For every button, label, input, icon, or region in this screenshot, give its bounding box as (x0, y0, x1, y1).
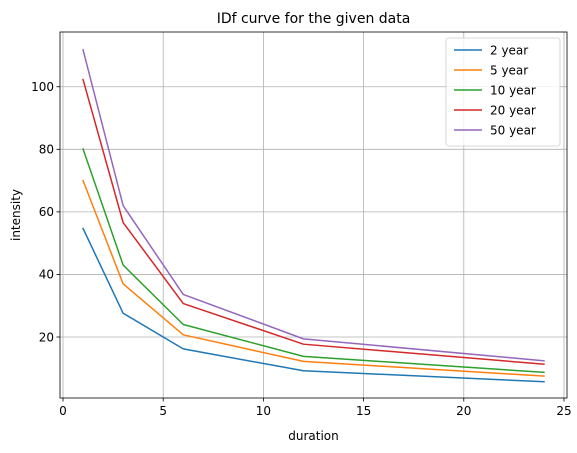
y-tick-label: 20 (39, 330, 54, 344)
legend-label: 50 year (490, 123, 536, 137)
x-tick-label: 5 (159, 404, 167, 418)
legend-label: 10 year (490, 83, 536, 97)
x-tick-label: 25 (556, 404, 571, 418)
x-axis-label: duration (288, 429, 339, 443)
legend-label: 2 year (490, 43, 528, 57)
series-layer (82, 48, 545, 383)
series-line-2-year (82, 227, 545, 383)
series-line-5-year (82, 179, 545, 377)
legend: 2 year 5 year 10 year 20 year 50 year (445, 37, 561, 147)
legend-label: 5 year (490, 63, 528, 77)
series-line-10-year (82, 148, 545, 374)
x-tick-label: 10 (256, 404, 271, 418)
chart-title: IDf curve for the given data (217, 11, 411, 27)
series-line-50-year (82, 48, 545, 362)
series-line-20-year (82, 78, 545, 366)
plot-frame (59, 31, 568, 399)
legend-label: 20 year (490, 103, 536, 117)
y-tick-label: 80 (39, 143, 54, 157)
x-tick-label: 20 (456, 404, 471, 418)
tick-layer: 0 5 10 15 20 25 20 40 60 80 100 (31, 80, 572, 418)
y-tick-label: 100 (31, 80, 54, 94)
legend-box (445, 37, 561, 147)
y-axis-label: intensity (9, 189, 23, 241)
y-tick-label: 40 (39, 268, 54, 282)
y-tick-label: 60 (39, 205, 54, 219)
x-tick-label: 15 (356, 404, 371, 418)
x-tick-label: 0 (59, 404, 67, 418)
